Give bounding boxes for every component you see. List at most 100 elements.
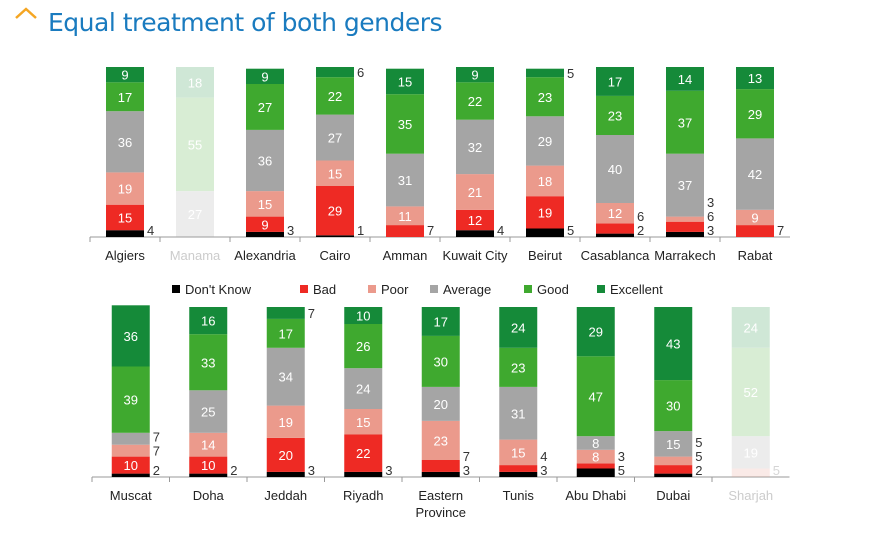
bar-segment-poor xyxy=(386,206,424,226)
data-label: 55 xyxy=(188,137,202,152)
data-label: 22 xyxy=(328,89,342,104)
bar-segment-don-t-know xyxy=(106,230,144,237)
data-label: 2 xyxy=(153,463,160,478)
data-label: 17 xyxy=(279,326,293,341)
legend-swatch xyxy=(172,285,180,293)
data-label: 9 xyxy=(121,68,128,83)
bar-segment-don-t-know xyxy=(499,471,538,477)
category-label: Rabat xyxy=(738,248,773,263)
bar-segment-poor xyxy=(266,405,305,438)
data-label: 19 xyxy=(538,205,552,220)
bar-segment-bad xyxy=(596,223,634,234)
category-label: Sharjah xyxy=(728,488,773,503)
data-label: 18 xyxy=(188,75,202,90)
bar-segment-poor xyxy=(344,409,383,435)
data-label: 24 xyxy=(744,320,758,335)
bar-segment-bad xyxy=(246,216,284,232)
data-label: 9 xyxy=(751,210,758,225)
bar-segment-excellent xyxy=(111,305,150,367)
data-label: 6 xyxy=(707,209,714,224)
data-label: 14 xyxy=(678,72,692,87)
data-label: 19 xyxy=(744,445,758,460)
data-label: 42 xyxy=(748,167,762,182)
data-label: 9 xyxy=(261,69,268,84)
bar-segment-average xyxy=(344,368,383,409)
bar-segment-don-t-know xyxy=(596,233,634,237)
bar-segment-excellent xyxy=(176,67,214,98)
data-label: 10 xyxy=(124,458,138,473)
data-label: 5 xyxy=(567,223,574,238)
bar-segment-good xyxy=(421,335,460,387)
data-label: 3 xyxy=(618,449,625,464)
bar-segment-good xyxy=(246,84,284,130)
data-label: 12 xyxy=(468,213,482,228)
category-label: Algiers xyxy=(105,248,145,263)
legend-label: Bad xyxy=(313,282,336,297)
chart-1: 1519361794Algiers275518Manama915362793Al… xyxy=(89,65,790,263)
category-label: Jeddah xyxy=(264,488,307,503)
data-label: 17 xyxy=(118,90,132,105)
data-label: 1 xyxy=(357,223,364,238)
data-label: 9 xyxy=(471,68,478,83)
bar-segment-poor xyxy=(316,160,354,186)
bar-doha: 10 14 25 33 16 2 xyxy=(189,307,237,478)
data-label: 36 xyxy=(258,154,272,169)
category-label: Eastern xyxy=(418,488,463,503)
bar-segment-average xyxy=(421,386,460,421)
data-label: 8 xyxy=(592,436,599,451)
bar-abu-dhabi: 88 47 29 53 xyxy=(576,307,625,478)
category-label: Manama xyxy=(170,248,221,263)
data-label: 52 xyxy=(744,385,758,400)
data-label: 40 xyxy=(608,162,622,177)
data-label: 3 xyxy=(707,195,714,210)
data-label: 23 xyxy=(511,360,525,375)
data-label: 3 xyxy=(287,223,294,238)
bar-tunis: 15 31 23 24 34 xyxy=(499,307,547,478)
bar-segment-average xyxy=(666,153,704,217)
bar-segment-good xyxy=(666,90,704,154)
data-label: 24 xyxy=(356,382,370,397)
bar-segment-bad xyxy=(189,456,228,474)
data-label: 29 xyxy=(748,107,762,122)
data-label: 29 xyxy=(589,325,603,340)
data-label: 22 xyxy=(356,446,370,461)
data-label: 30 xyxy=(434,354,448,369)
bar-segment-poor xyxy=(731,468,770,477)
bar-casablanca: 12 40 23 17 26 xyxy=(596,67,644,238)
category-label: Alexandria xyxy=(234,248,296,263)
bar-segment-good xyxy=(731,347,770,437)
bar-segment-excellent xyxy=(189,307,228,335)
bar-rabat: 9 42 29 13 7 xyxy=(736,67,784,238)
data-label: 2 xyxy=(230,463,237,478)
data-label: 15 xyxy=(118,210,132,225)
legend-swatch xyxy=(597,285,605,293)
bar-sharjah: 19 52 24 5 xyxy=(731,307,780,478)
bar-segment-bad xyxy=(386,225,424,237)
bar-segment-don-t-know xyxy=(526,228,564,237)
data-label: 6 xyxy=(357,65,364,80)
chevron-up-icon[interactable] xyxy=(14,6,38,20)
bar-segment-don-t-know xyxy=(344,471,383,477)
category-label: Doha xyxy=(193,488,225,503)
bar-segment-good xyxy=(189,334,228,391)
bar-beirut: 19 18 29 23 5 5 xyxy=(526,66,574,238)
data-label: 7 xyxy=(463,449,470,464)
data-label: 5 xyxy=(567,66,574,81)
bar-segment-excellent xyxy=(731,307,770,348)
bar-segment-excellent xyxy=(106,67,144,83)
data-label: 25 xyxy=(201,405,215,420)
data-label: 30 xyxy=(666,399,680,414)
bar-segment-excellent xyxy=(456,67,494,83)
data-label: 43 xyxy=(666,337,680,352)
bar-segment-bad xyxy=(654,465,693,474)
bar-segment-poor xyxy=(499,439,538,466)
bar-riyadh: 22 15 24 26 10 3 xyxy=(344,307,392,478)
bar-segment-average xyxy=(176,191,214,237)
data-label: 11 xyxy=(398,209,412,224)
data-label: 16 xyxy=(201,314,215,329)
bar-segment-average xyxy=(106,111,144,173)
data-label: 14 xyxy=(201,438,215,453)
data-label: 26 xyxy=(356,339,370,354)
data-label: 20 xyxy=(279,448,293,463)
